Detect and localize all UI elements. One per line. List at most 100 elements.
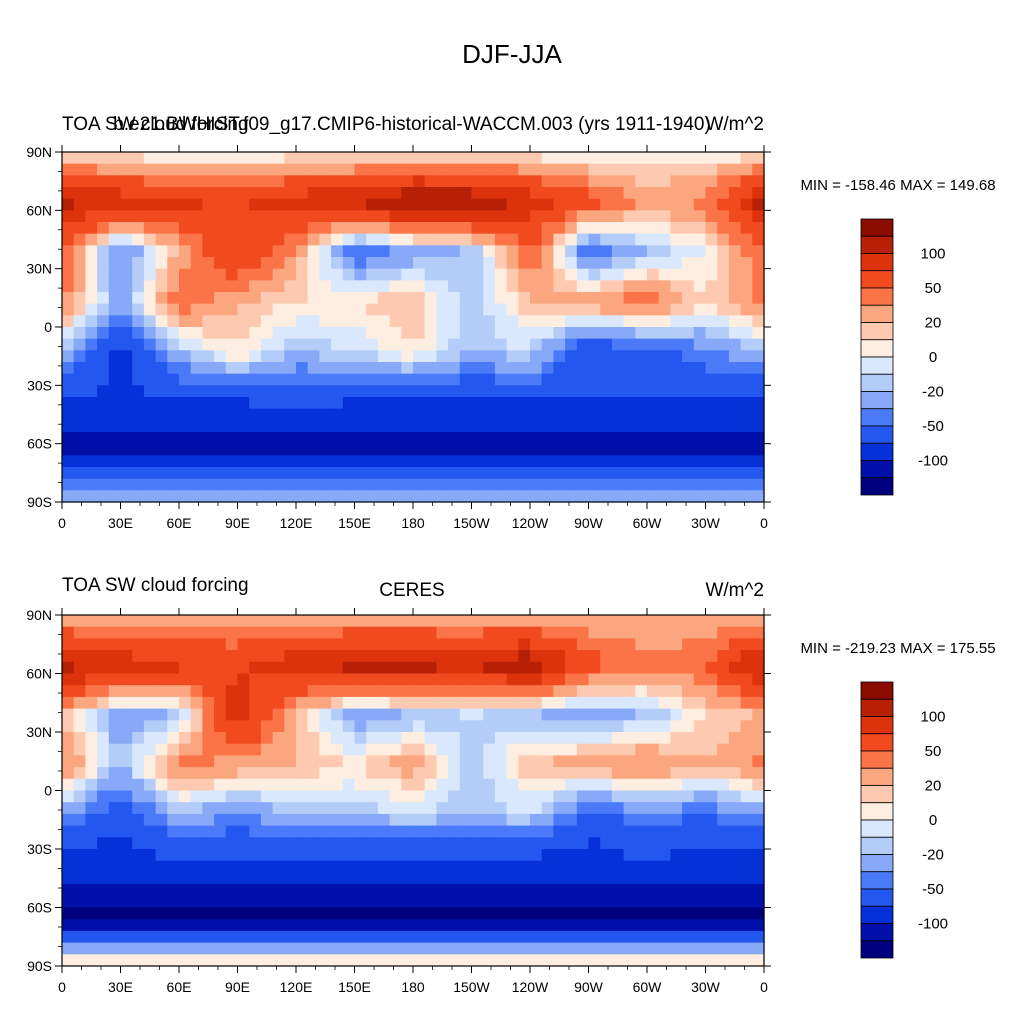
heatmap-cell	[296, 268, 309, 281]
heatmap-cell	[342, 954, 356, 967]
heatmap-cell	[518, 443, 531, 456]
heatmap-cell	[647, 385, 660, 398]
heatmap-cell	[73, 720, 86, 733]
heatmap-cell	[635, 163, 648, 176]
heatmap-cell	[155, 362, 168, 375]
x-tick-label: 0	[58, 979, 66, 995]
heatmap-cell	[635, 813, 648, 827]
heatmap-cell	[576, 315, 590, 328]
heatmap-cell	[752, 884, 765, 897]
heatmap-cell	[682, 790, 695, 803]
heatmap-cell	[155, 673, 168, 686]
heatmap-cell	[518, 327, 531, 340]
heatmap-cell	[588, 778, 601, 792]
heatmap-cell	[108, 767, 122, 780]
heatmap-cell	[635, 884, 648, 897]
heatmap-cell	[296, 420, 309, 433]
heatmap-cell	[214, 385, 227, 398]
heatmap-cell	[588, 163, 601, 176]
heatmap-cell	[202, 163, 215, 176]
heatmap-cell	[237, 268, 250, 281]
heatmap-cell	[354, 732, 367, 745]
heatmap-cell	[565, 443, 578, 456]
heatmap-cell	[658, 872, 671, 885]
heatmap-cell	[272, 420, 285, 433]
heatmap-cell	[260, 825, 274, 838]
heatmap-cell	[307, 615, 320, 628]
heatmap-cell	[108, 638, 122, 651]
heatmap-cell	[307, 385, 320, 398]
heatmap-cell	[272, 245, 285, 258]
heatmap-cell	[132, 198, 145, 211]
panel-model-left-title: TOA SW cloud forcing	[62, 114, 249, 135]
heatmap-cell	[401, 198, 414, 211]
heatmap-cell	[237, 872, 250, 885]
heatmap-cell	[682, 408, 695, 421]
heatmap-cell	[354, 280, 367, 293]
heatmap-cell	[272, 233, 285, 246]
heatmap-cell	[553, 163, 566, 176]
heatmap-cell	[401, 778, 414, 792]
heatmap-cell	[506, 362, 519, 375]
heatmap-cell	[518, 245, 531, 258]
heatmap-cell	[62, 163, 75, 176]
heatmap-cell	[623, 443, 636, 456]
heatmap-cell	[647, 638, 660, 651]
heatmap-cell	[284, 420, 297, 433]
heatmap-cell	[635, 626, 648, 639]
heatmap-cell	[682, 163, 695, 176]
heatmap-cell	[530, 350, 543, 363]
heatmap-cell	[237, 930, 250, 944]
heatmap-cell	[389, 210, 402, 223]
heatmap-cell	[132, 755, 145, 768]
heatmap-cell	[670, 919, 683, 932]
heatmap-cell	[155, 650, 168, 663]
heatmap-cell	[202, 685, 215, 698]
heatmap-cell	[436, 813, 449, 827]
heatmap-cell	[658, 685, 671, 698]
heatmap-cell	[635, 315, 648, 328]
heatmap-cell	[705, 478, 718, 491]
heatmap-cell	[155, 755, 168, 768]
heatmap-cell	[600, 942, 613, 955]
heatmap-cell	[366, 268, 379, 281]
heatmap-cell	[705, 954, 718, 967]
heatmap-cell	[693, 490, 707, 503]
heatmap-cell	[588, 872, 601, 885]
heatmap-cell	[459, 338, 473, 351]
heatmap-cell	[401, 849, 414, 862]
heatmap-cell	[307, 222, 320, 235]
heatmap-cell	[670, 673, 683, 686]
heatmap-cell	[448, 467, 461, 480]
heatmap-cell	[658, 615, 671, 628]
heatmap-cell	[647, 860, 660, 873]
heatmap-cell	[611, 813, 625, 827]
heatmap-cell	[167, 661, 180, 675]
colorbar-swatch	[860, 287, 894, 306]
heatmap-cell	[237, 778, 250, 792]
heatmap-cell	[565, 303, 578, 316]
heatmap-cell	[623, 837, 636, 850]
heatmap-cell	[214, 222, 227, 235]
heatmap-cell	[483, 175, 496, 188]
heatmap-cell	[167, 884, 180, 897]
heatmap-cell	[728, 837, 742, 850]
heatmap-cell	[284, 233, 297, 246]
heatmap-cell	[120, 233, 133, 246]
heatmap-cell	[132, 930, 145, 944]
heatmap-cell	[225, 884, 239, 897]
heatmap-cell	[647, 743, 660, 756]
heatmap-cell	[190, 303, 203, 316]
heatmap-cell	[342, 732, 356, 745]
heatmap-cell	[483, 755, 496, 768]
heatmap-cell	[249, 408, 262, 421]
heatmap-cell	[284, 362, 297, 375]
heatmap-cell	[366, 895, 379, 909]
heatmap-cell	[143, 615, 157, 628]
heatmap-cell	[565, 849, 578, 862]
heatmap-cell	[424, 257, 437, 270]
heatmap-cell	[728, 626, 742, 639]
heatmap-cell	[179, 720, 192, 733]
heatmap-cell	[623, 638, 636, 651]
heatmap-cell	[143, 233, 157, 246]
